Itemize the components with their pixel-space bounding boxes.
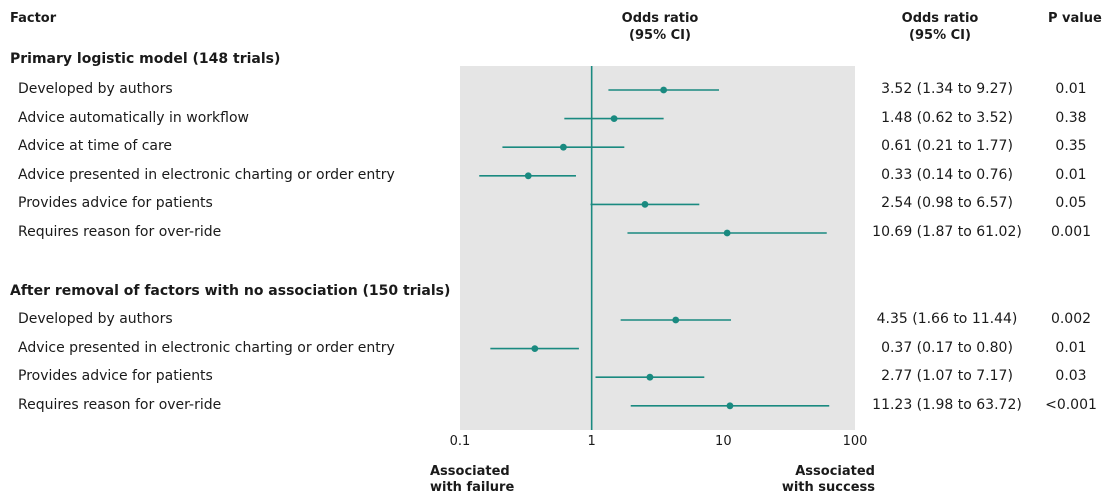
row-ci-text: 2.77 (1.07 to 7.17) <box>881 368 1013 385</box>
x-tick-label: 0.1 <box>449 434 471 449</box>
row-p-value: 0.001 <box>1050 224 1092 240</box>
point-estimate <box>524 172 532 180</box>
odds-ratio-text-header: Odds ratio (95% CI) <box>875 10 1005 44</box>
row-ci-text: 10.69 (1.87 to 61.02) <box>872 224 1022 240</box>
row-ci-text: 0.61 (0.21 to 1.77) <box>881 138 1013 155</box>
footer-success: Associated with success <box>755 464 875 496</box>
row-p-value: 0.01 <box>1055 81 1087 97</box>
section-title: After removal of factors with no associa… <box>10 283 451 299</box>
plot-panel <box>460 66 855 430</box>
row-p-value: 0.01 <box>1055 339 1087 356</box>
row-ci-text: 2.54 (0.98 to 6.57) <box>881 195 1013 212</box>
section-title: Primary logistic model (148 trials) <box>10 51 281 67</box>
row-p-value: 0.38 <box>1055 109 1087 126</box>
odds-ratio-text-header-line2: (95% CI) <box>909 28 971 43</box>
row-p-value: 0.05 <box>1055 195 1087 212</box>
footer-success-line1: Associated <box>795 464 875 479</box>
row-p-value: <0.001 <box>1045 396 1097 413</box>
footer-failure-line2: with failure <box>430 480 515 495</box>
point-estimate <box>646 373 654 381</box>
footer-failure: Associated with failure <box>430 464 540 496</box>
row-ci-text: 1.48 (0.62 to 3.52) <box>881 109 1013 126</box>
row-label: Requires reason for over-ride <box>18 224 222 240</box>
odds-ratio-plot-header-line1: Odds ratio <box>621 11 699 26</box>
row-label: Developed by authors <box>18 81 173 97</box>
row-ci-text: 11.23 (1.98 to 63.72) <box>872 396 1022 413</box>
row-label: Provides advice for patients <box>18 195 213 212</box>
point-estimate <box>610 115 618 122</box>
odds-ratio-text-header-line1: Odds ratio <box>901 11 979 26</box>
point-estimate <box>660 86 668 94</box>
row-ci-text: 0.37 (0.17 to 0.80) <box>881 339 1013 356</box>
row-ci-text: 3.52 (1.34 to 9.27) <box>881 81 1013 97</box>
x-tick-label: 10 <box>715 434 732 449</box>
p-value-header: P value <box>1048 11 1102 26</box>
point-estimate <box>672 316 680 324</box>
row-label: Advice at time of care <box>18 138 173 155</box>
point-estimate <box>726 402 734 410</box>
row-p-value: 0.03 <box>1055 368 1087 385</box>
row-p-value: 0.002 <box>1050 311 1092 327</box>
row-p-value: 0.35 <box>1055 138 1087 155</box>
row-ci-text: 4.35 (1.66 to 11.44) <box>876 311 1018 327</box>
row-label: Provides advice for patients <box>18 368 213 385</box>
row-label: Requires reason for over-ride <box>18 396 222 413</box>
factor-header: Factor <box>10 11 57 26</box>
point-estimate <box>723 229 731 237</box>
x-tick-label: 100 <box>842 434 868 449</box>
point-estimate <box>560 143 567 151</box>
row-label: Advice presented in electronic charting … <box>18 166 395 183</box>
point-estimate <box>531 345 539 352</box>
row-label: Advice automatically in workflow <box>18 109 249 126</box>
footer-success-line2: with success <box>781 480 875 495</box>
odds-ratio-plot-header: Odds ratio (95% CI) <box>590 10 730 44</box>
point-estimate <box>641 201 649 208</box>
row-ci-text: 0.33 (0.14 to 0.76) <box>881 166 1013 183</box>
row-label: Developed by authors <box>18 311 173 327</box>
row-p-value: 0.01 <box>1055 166 1087 183</box>
odds-ratio-plot-header-line2: (95% CI) <box>629 28 691 43</box>
x-tick-label: 1 <box>587 434 596 449</box>
row-label: Advice presented in electronic charting … <box>18 339 395 356</box>
footer-failure-line1: Associated <box>430 464 510 479</box>
